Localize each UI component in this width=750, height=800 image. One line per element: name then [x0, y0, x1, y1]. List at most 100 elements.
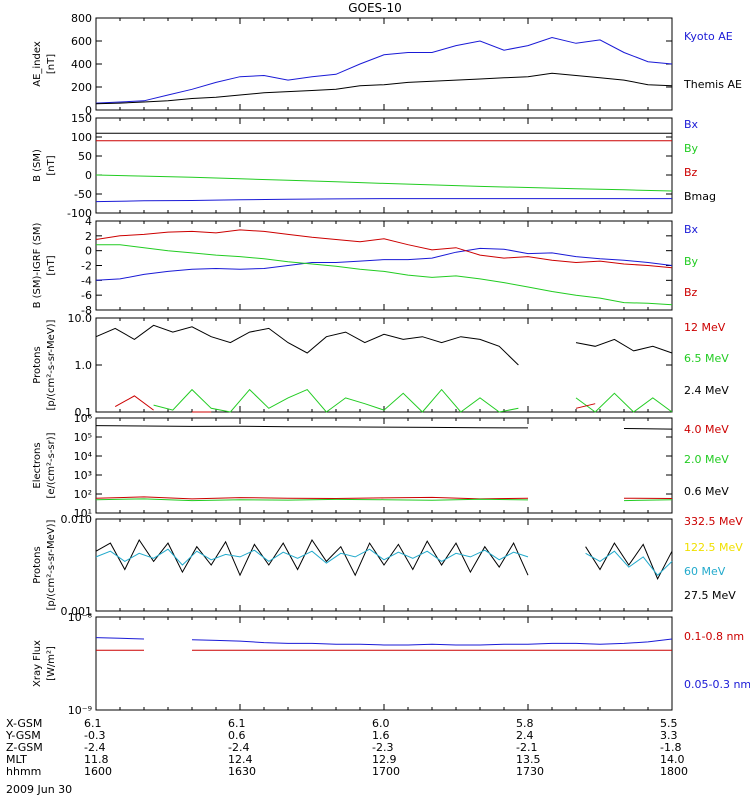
y-axis-label: [p/(cm²-s-sr-MeV)] — [46, 519, 57, 610]
series-5-2 — [623, 499, 673, 502]
y-axis-label: B (SM)-IGRF (SM) — [32, 223, 43, 309]
legend-label: Bz — [684, 286, 698, 299]
footer-value: 6.0 — [372, 717, 390, 730]
y-axis-label: Electrons — [32, 442, 43, 488]
legend-label: 332.5 MeV — [684, 515, 743, 528]
series-6-1 — [95, 548, 529, 566]
y-tick-label: 800 — [71, 12, 92, 25]
y-tick-label: 150 — [71, 112, 92, 125]
date-label: 2009 Jun 30 — [6, 783, 73, 796]
series-5-2 — [95, 498, 529, 502]
footer-value: 2.4 — [516, 729, 534, 742]
legend-label: 0.05-0.3 nm — [684, 678, 750, 691]
series-2-3 — [95, 198, 672, 203]
y-axis-label: Protons — [32, 546, 43, 583]
footer-value: -2.1 — [516, 741, 538, 754]
footer-value: 12.4 — [228, 753, 253, 766]
y-axis-label: [W/m²] — [46, 646, 57, 681]
legend-label: 0.6 MeV — [684, 485, 729, 498]
footer-row-label: MLT — [6, 753, 27, 766]
y-tick-label: 10⁻⁸ — [68, 611, 93, 624]
series-7-0 — [191, 638, 673, 646]
series-5-0 — [95, 425, 529, 429]
y-tick-label: 4 — [85, 215, 92, 228]
footer-value: -2.3 — [372, 741, 394, 754]
series-5-1 — [95, 496, 529, 500]
footer-value: 1700 — [372, 765, 400, 778]
legend-label: 122.5 MeV — [684, 541, 743, 554]
series-3-2 — [96, 244, 673, 306]
legend-label: 2.4 MeV — [684, 384, 729, 397]
legend-label: Bz — [684, 166, 698, 179]
y-tick-label: -4 — [81, 274, 92, 287]
series-4-1 — [153, 388, 519, 413]
y-tick-label: 400 — [71, 58, 92, 71]
y-tick-label: 10³ — [74, 469, 92, 482]
series-4-2 — [575, 403, 596, 409]
series-1-0 — [95, 36, 673, 104]
footer-value: 0.6 — [228, 729, 246, 742]
y-tick-label: 10⁴ — [74, 450, 93, 463]
y-tick-label: 0 — [85, 104, 92, 117]
panel-frame-1 — [95, 17, 673, 111]
footer-row-label: Y-GSM — [6, 729, 41, 742]
footer-value: 1600 — [84, 765, 112, 778]
y-tick-label: 10⁶ — [74, 412, 93, 425]
footer-value: 1730 — [516, 765, 544, 778]
y-tick-label: -2 — [81, 260, 92, 273]
panel-frame-7 — [95, 616, 673, 711]
series-4-1 — [575, 392, 673, 413]
legend-label: Themis AE — [683, 78, 742, 91]
y-axis-label: [nT] — [46, 255, 57, 275]
y-tick-label: -100 — [67, 207, 92, 220]
footer-value: -0.3 — [84, 729, 106, 742]
legend-label: Bx — [684, 223, 699, 236]
series-3-0 — [95, 247, 673, 281]
legend-label: 2.0 MeV — [684, 453, 729, 466]
y-axis-label: AE_index — [32, 41, 43, 87]
footer-value: 5.5 — [660, 717, 678, 730]
series-2-2 — [95, 174, 673, 192]
footer-row-label: X-GSM — [6, 717, 43, 730]
footer-value: 11.8 — [84, 753, 109, 766]
y-tick-label: 1.0 — [75, 359, 93, 372]
footer-row-label: Z-GSM — [6, 741, 43, 754]
series-5-0 — [623, 428, 673, 430]
y-tick-label: 10⁻⁹ — [68, 704, 92, 717]
y-axis-label: B (SM) — [32, 149, 43, 182]
y-tick-label: 10² — [74, 488, 92, 501]
y-tick-label: -8 — [81, 304, 92, 317]
series-4-0 — [95, 324, 519, 366]
y-tick-label: 0.1 — [75, 406, 93, 419]
series-7-0 — [95, 637, 145, 640]
y-tick-label: -6 — [81, 289, 92, 302]
legend-label: Kyoto AE — [684, 30, 733, 43]
legend-label: By — [684, 255, 699, 268]
footer-value: 13.5 — [516, 753, 541, 766]
y-axis-label: [nT] — [46, 155, 57, 175]
footer-value: 5.8 — [516, 717, 534, 730]
legend-label: 0.1-0.8 nm — [684, 630, 744, 643]
footer-value: 1.6 — [372, 729, 390, 742]
chart-title: GOES-10 — [348, 1, 402, 15]
legend-label: Bmag — [684, 190, 716, 203]
y-tick-label: 10.0 — [68, 312, 93, 325]
legend-label: By — [684, 142, 699, 155]
footer-row-label: hhmm — [6, 765, 42, 778]
series-6-0 — [95, 539, 529, 577]
footer-value: -2.4 — [228, 741, 250, 754]
series-1-1 — [95, 72, 673, 105]
footer-value: 1630 — [228, 765, 256, 778]
y-tick-label: 10⁵ — [74, 431, 92, 444]
legend-label: 4.0 MeV — [684, 423, 729, 436]
series-6-0 — [585, 542, 673, 580]
footer-value: 6.1 — [84, 717, 102, 730]
y-tick-label: 10¹ — [74, 507, 92, 520]
y-tick-label: 2 — [85, 230, 92, 243]
footer-value: 3.3 — [660, 729, 678, 742]
series-3-1 — [95, 229, 673, 269]
y-axis-label: Xray Flux — [32, 640, 43, 687]
y-axis-label: [nT] — [46, 54, 57, 74]
legend-label: 27.5 MeV — [684, 589, 736, 602]
